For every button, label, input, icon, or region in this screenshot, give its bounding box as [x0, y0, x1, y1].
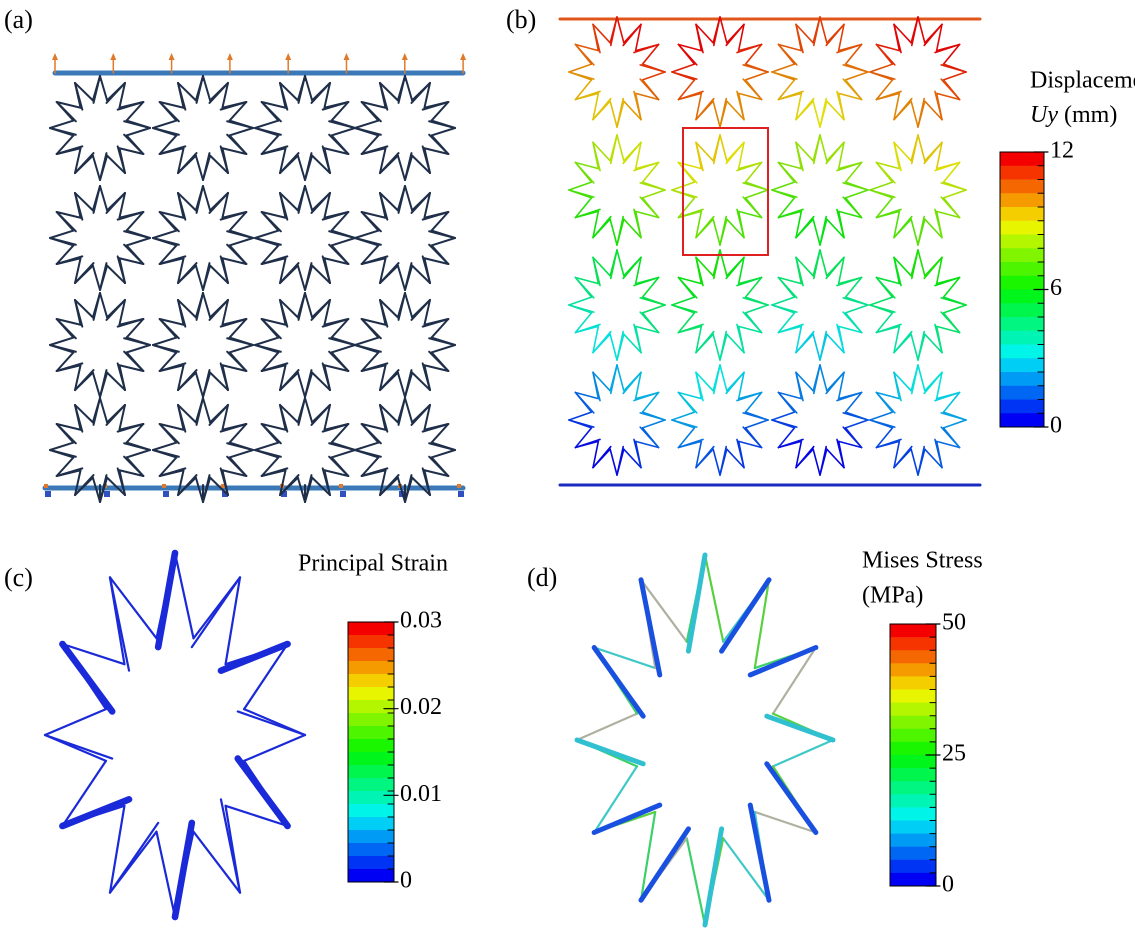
support	[45, 491, 51, 497]
colorbar-band	[348, 817, 394, 831]
colorbar-band	[1000, 207, 1044, 221]
colorbar-band	[1000, 303, 1044, 317]
panel-label: (d)	[527, 563, 557, 592]
colorbar-band	[348, 739, 394, 753]
colorbar-band	[348, 778, 394, 792]
panel-label: (b)	[506, 5, 536, 34]
panel-label: (a)	[4, 5, 33, 34]
colorbar-band	[348, 700, 394, 714]
colorbar-tick-label: 12	[1050, 138, 1074, 164]
figure: (a) (b) (c) (d) Displacement Uy(mm) Prin…	[0, 0, 1135, 933]
colorbar-band	[890, 650, 936, 664]
colorbar-band	[1000, 372, 1044, 386]
colorbar-title: Principal Strain	[298, 551, 448, 577]
colorbar-band	[348, 765, 394, 779]
colorbar-band	[348, 726, 394, 740]
colorbar-band	[1000, 386, 1044, 400]
colorbar-band	[348, 622, 394, 636]
colorbar-title: Mises Stress	[862, 548, 983, 574]
colorbar-band	[348, 635, 394, 649]
colorbar-title: Displacement	[1030, 68, 1135, 94]
colorbar-band	[1000, 166, 1044, 180]
support	[163, 491, 169, 497]
colorbar-band	[1000, 331, 1044, 345]
background	[0, 0, 1135, 933]
colorbar-band	[890, 637, 936, 651]
colorbar-band	[348, 752, 394, 766]
colorbar-band	[890, 676, 936, 690]
colorbar-band	[890, 716, 936, 730]
colorbar-symbol: Uy	[1030, 102, 1058, 128]
colorbar-band	[890, 742, 936, 756]
colorbar-band	[1000, 400, 1044, 414]
colorbar-tick-label: 0.01	[400, 781, 442, 807]
colorbar-band	[348, 713, 394, 727]
colorbar-unit-text: (mm)	[1064, 102, 1117, 128]
colorbar-band	[890, 729, 936, 743]
colorbar-band	[890, 794, 936, 808]
colorbar-band	[1000, 345, 1044, 359]
colorbar-tick-label: 25	[942, 741, 966, 767]
colorbar-tick-label: 50	[942, 610, 966, 636]
colorbar-tick-label: 6	[1050, 275, 1062, 301]
colorbar-tick-label: 0	[1050, 413, 1062, 439]
colorbar-band	[348, 648, 394, 662]
colorbar-band	[890, 873, 936, 887]
support	[162, 484, 166, 488]
colorbar-band	[348, 791, 394, 805]
colorbar-band	[1000, 248, 1044, 262]
colorbar-band	[1000, 276, 1044, 290]
colorbar-band	[348, 674, 394, 688]
colorbar-band	[1000, 180, 1044, 194]
colorbar-band	[1000, 262, 1044, 276]
colorbar-tick-label: 0.02	[400, 694, 442, 720]
colorbar-band	[1000, 358, 1044, 372]
support	[340, 491, 346, 497]
colorbar-band	[890, 807, 936, 821]
colorbar-band	[890, 781, 936, 795]
colorbar-band	[348, 804, 394, 818]
support	[339, 484, 343, 488]
colorbar-band	[1000, 290, 1044, 304]
panel-label: (c)	[4, 563, 33, 592]
colorbar-band	[348, 830, 394, 844]
colorbar-band	[890, 755, 936, 769]
colorbar-band	[890, 663, 936, 677]
support	[104, 491, 110, 497]
colorbar-tick-label: 0.03	[400, 608, 442, 634]
colorbar-band	[348, 687, 394, 701]
colorbar-tick-label: 0	[942, 872, 954, 898]
colorbar-band	[890, 703, 936, 717]
colorbar-tick-label: 0	[400, 868, 412, 894]
colorbar-band	[348, 661, 394, 675]
colorbar-band	[1000, 221, 1044, 235]
colorbar-band	[348, 843, 394, 857]
colorbar-unit: (MPa)	[862, 583, 923, 609]
colorbar-unit: Uy(mm)	[1030, 102, 1117, 128]
colorbar-band	[890, 690, 936, 704]
colorbar-band	[890, 821, 936, 835]
support	[457, 484, 461, 488]
colorbar-band	[890, 768, 936, 782]
colorbar-band	[1000, 413, 1044, 427]
colorbar-band	[1000, 317, 1044, 331]
colorbar-band	[890, 834, 936, 848]
colorbar-band	[348, 856, 394, 870]
colorbar-band	[890, 860, 936, 874]
support	[458, 491, 464, 497]
colorbar-band	[890, 624, 936, 638]
colorbar-band	[890, 847, 936, 861]
colorbar-band	[1000, 152, 1044, 166]
support	[44, 484, 48, 488]
colorbar-band	[1000, 235, 1044, 249]
colorbar-band	[1000, 193, 1044, 207]
colorbar-band	[348, 869, 394, 883]
